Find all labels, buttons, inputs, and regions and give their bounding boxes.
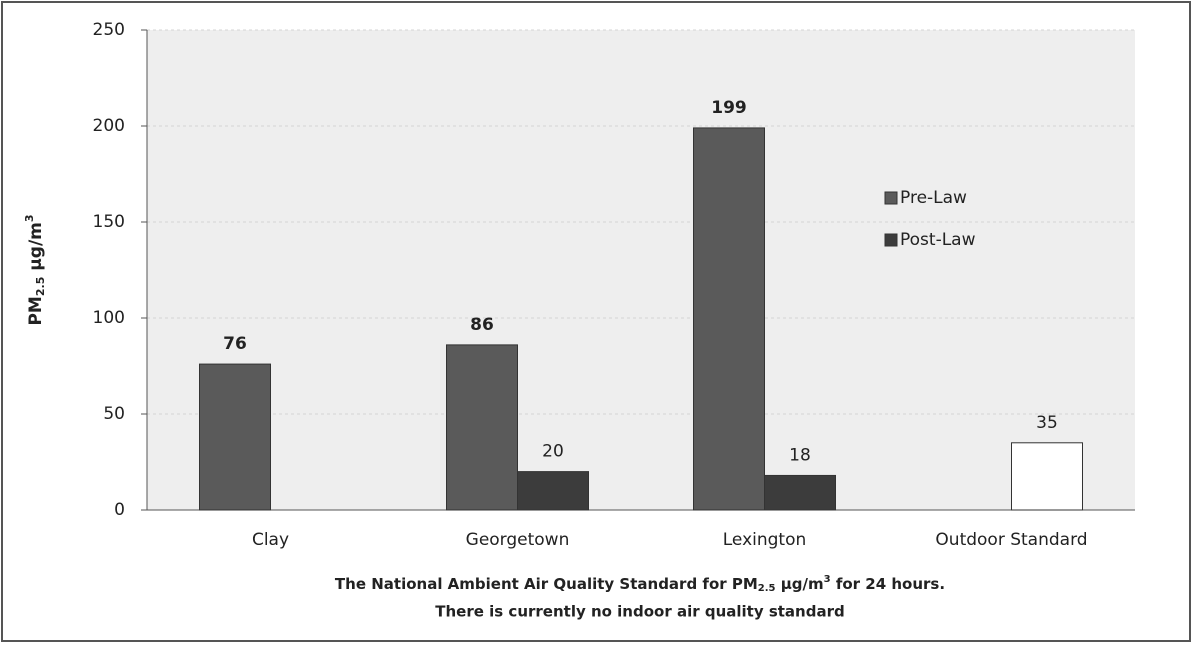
data-label: 20: [542, 442, 564, 462]
y-label-unit: µg/m: [26, 222, 46, 277]
legend-label: Pre-Law: [900, 188, 967, 208]
data-label: 86: [470, 315, 494, 335]
bar: [446, 344, 518, 511]
note-sup: 3: [824, 574, 831, 585]
y-tick-label: 250: [93, 20, 125, 40]
note-rest: for 24 hours.: [831, 575, 945, 593]
note-line: The National Ambient Air Quality Standar…: [335, 574, 945, 594]
data-label: 18: [789, 445, 811, 465]
note-main: The National Ambient Air Quality Standar…: [335, 575, 758, 593]
bar: [764, 474, 836, 511]
data-label: 35: [1036, 413, 1058, 433]
note-unit: µg/m: [776, 575, 824, 593]
bar: [693, 127, 765, 511]
y-tick-label: 0: [114, 500, 125, 520]
bar: [1011, 442, 1083, 511]
legend-swatch: [884, 191, 898, 205]
y-label-main: PM: [26, 296, 46, 325]
note-line: There is currently no indoor air quality…: [435, 603, 844, 621]
bar: [517, 471, 589, 511]
note-sub: 2.5: [758, 583, 776, 594]
y-label-sub: 2.5: [34, 277, 47, 297]
plot-area: [147, 30, 1135, 510]
y-tick-label: 200: [93, 116, 125, 136]
legend-label: Post-Law: [900, 230, 976, 250]
x-tick-label: Georgetown: [466, 530, 570, 550]
x-tick-label: Clay: [252, 530, 289, 550]
y-tick-label: 100: [93, 308, 125, 328]
data-label: 199: [711, 98, 747, 118]
y-label-sup: 3: [23, 214, 36, 222]
legend-swatch: [884, 233, 898, 247]
x-tick-label: Lexington: [723, 530, 807, 550]
y-axis-label: PM2.5 µg/m3: [23, 214, 47, 325]
data-label: 76: [223, 334, 247, 354]
x-tick-label: Outdoor Standard: [935, 530, 1087, 550]
y-tick-label: 50: [103, 404, 125, 424]
y-tick-label: 150: [93, 212, 125, 232]
bar: [199, 363, 271, 511]
